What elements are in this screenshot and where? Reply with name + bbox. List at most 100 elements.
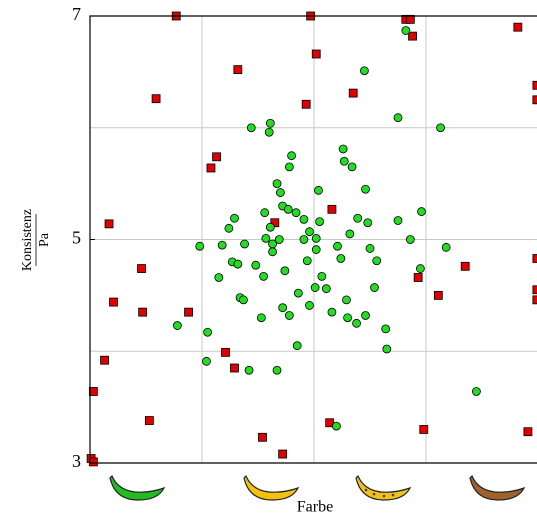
point — [262, 234, 270, 242]
point — [273, 366, 281, 374]
point — [342, 296, 350, 304]
point — [204, 328, 212, 336]
point — [362, 311, 370, 319]
point — [332, 422, 340, 430]
point — [139, 308, 147, 316]
chart: 3 5 7 Farbe Konsistenz Pa — [0, 0, 537, 517]
y-label-numerator: Konsistenz — [20, 209, 35, 271]
point — [101, 356, 109, 364]
point — [409, 32, 417, 40]
point — [281, 267, 289, 275]
point — [276, 189, 284, 197]
point — [312, 246, 320, 254]
point — [316, 218, 324, 226]
point — [202, 357, 210, 365]
point — [533, 254, 537, 262]
point — [362, 185, 370, 193]
point — [337, 254, 345, 262]
point — [382, 325, 390, 333]
banana-icons — [110, 476, 524, 500]
point — [302, 100, 310, 108]
point — [370, 284, 378, 292]
point — [215, 273, 223, 281]
point — [303, 257, 311, 265]
point — [406, 236, 414, 244]
point — [339, 145, 347, 153]
point — [266, 119, 274, 127]
point — [285, 163, 293, 171]
point — [269, 240, 277, 248]
point — [394, 114, 402, 122]
point — [279, 304, 287, 312]
point — [328, 205, 336, 213]
point — [234, 66, 242, 74]
point — [373, 257, 381, 265]
point — [252, 261, 260, 269]
point — [306, 228, 314, 236]
point — [265, 128, 273, 136]
y-axis-label: Konsistenz Pa — [20, 209, 52, 271]
point — [245, 366, 253, 374]
point — [266, 223, 274, 231]
point — [346, 230, 354, 238]
point — [138, 265, 146, 273]
point — [261, 209, 269, 217]
point — [293, 342, 301, 350]
point — [418, 208, 426, 216]
point — [322, 285, 330, 293]
point — [348, 163, 356, 171]
point — [173, 322, 181, 330]
point — [230, 214, 238, 222]
y-tick-label: 7 — [72, 4, 81, 24]
point — [533, 296, 537, 304]
point — [312, 234, 320, 242]
point — [284, 205, 292, 213]
point — [257, 314, 265, 322]
point — [279, 450, 287, 458]
point — [185, 308, 193, 316]
point — [213, 153, 221, 161]
point — [311, 284, 319, 292]
point — [207, 164, 215, 172]
point — [437, 124, 445, 132]
point — [222, 348, 230, 356]
point — [434, 291, 442, 299]
point — [300, 236, 308, 244]
point — [334, 242, 342, 250]
point — [360, 67, 368, 75]
point — [364, 219, 372, 227]
point — [288, 152, 296, 160]
point — [524, 428, 532, 436]
point — [292, 209, 300, 217]
y-tick-label: 3 — [72, 451, 81, 471]
point — [285, 311, 293, 319]
point — [314, 186, 322, 194]
point — [306, 301, 314, 309]
point — [416, 265, 424, 273]
point — [344, 314, 352, 322]
point — [533, 81, 537, 89]
point — [461, 262, 469, 270]
point — [383, 345, 391, 353]
point — [110, 298, 118, 306]
point — [533, 286, 537, 294]
point — [145, 417, 153, 425]
point — [514, 23, 522, 31]
point — [196, 242, 204, 250]
point — [273, 180, 281, 188]
point — [442, 243, 450, 251]
point — [312, 50, 320, 58]
point — [218, 241, 226, 249]
point — [269, 248, 277, 256]
point — [353, 319, 361, 327]
point — [105, 220, 113, 228]
point — [294, 289, 302, 297]
point — [366, 244, 374, 252]
point — [533, 96, 537, 104]
y-tick-label: 5 — [72, 228, 81, 248]
point — [340, 157, 348, 165]
point — [258, 433, 266, 441]
point — [420, 425, 428, 433]
x-axis-label: Farbe — [297, 499, 333, 516]
point — [234, 260, 242, 268]
